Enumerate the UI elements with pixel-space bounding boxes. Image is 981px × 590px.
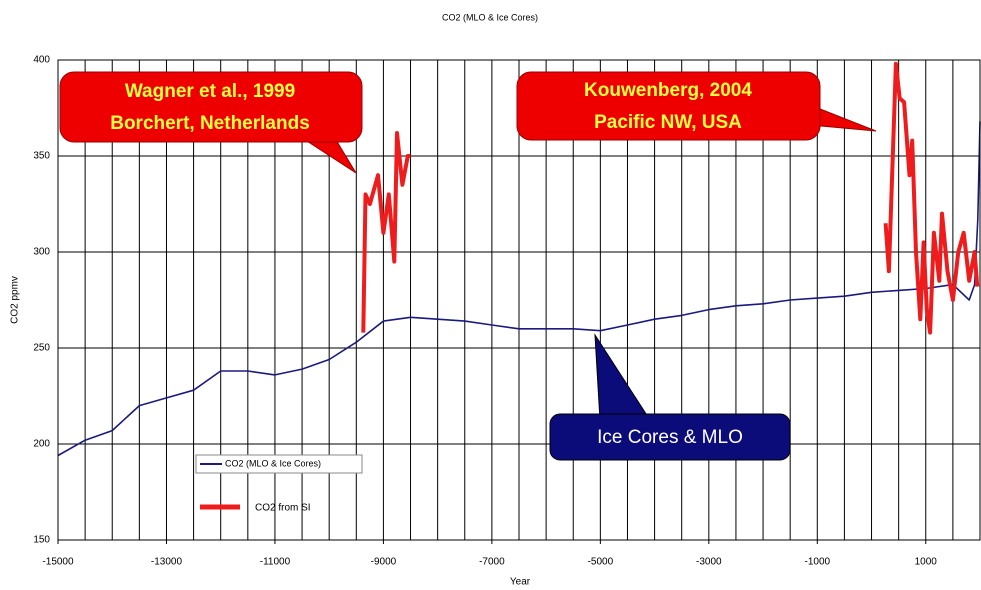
y-tick-label: 400	[33, 55, 50, 66]
y-tick-label: 200	[33, 439, 50, 450]
y-tick-label: 150	[33, 535, 50, 546]
data-line	[361, 61, 980, 335]
data-line	[57, 121, 981, 457]
x-tick-label: -13000	[151, 557, 183, 568]
legend-box	[195, 454, 363, 474]
legend-label: CO2 (MLO & Ice Cores)	[225, 458, 321, 468]
x-tick-label: -1000	[805, 557, 831, 568]
plot-lines	[57, 61, 981, 457]
chart-title: CO2 (MLO & Ice Cores)	[442, 12, 538, 22]
y-tick-label: 250	[33, 343, 50, 354]
x-tick-label: -3000	[696, 557, 722, 568]
callout-box	[59, 71, 363, 143]
x-tick-label: -11000	[260, 557, 291, 568]
legend: CO2 (MLO & Ice Cores) CO2 from SI	[195, 454, 363, 514]
plot-frame	[57, 59, 981, 541]
y-tick-label: 300	[33, 247, 50, 258]
y-axis-label: CO2 ppmv	[10, 276, 21, 324]
callout-text: Wagner et al., 1999	[125, 81, 295, 102]
legend-label: CO2 from SI	[255, 503, 311, 514]
callout-icecores: Ice Cores & MLO	[549, 333, 791, 461]
x-tick-label: 1000	[915, 557, 938, 568]
callout-text: Ice Cores & MLO	[597, 427, 743, 448]
y-tick-label: 350	[33, 151, 50, 162]
x-tick-label: -9000	[371, 557, 397, 568]
callout-box	[549, 413, 791, 461]
callout-text: Kouwenberg, 2004	[584, 80, 752, 101]
x-axis-label: Year	[510, 577, 531, 588]
x-tick-label: -15000	[42, 557, 74, 568]
callout-text: Pacific NW, USA	[594, 112, 742, 133]
callout-kouwenberg: Kouwenberg, 2004 Pacific NW, USA	[516, 71, 877, 141]
callout-text: Borchert, Netherlands	[110, 113, 310, 134]
x-tick-label: -5000	[588, 557, 614, 568]
callout-wagner: Wagner et al., 1999 Borchert, Netherland…	[59, 71, 363, 174]
x-tick-label: -7000	[479, 557, 505, 568]
callout-box	[516, 71, 821, 141]
